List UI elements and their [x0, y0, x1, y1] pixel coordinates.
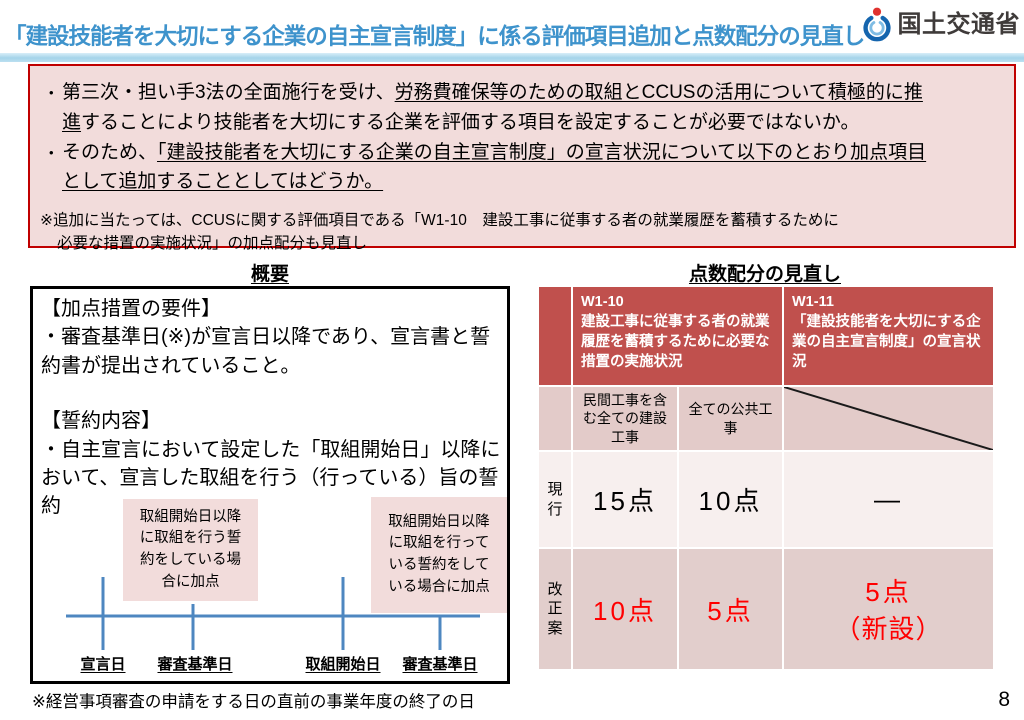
intro-bullet-1-underlined: 労務費確保等のための取組とCCUSの活用について積極的に推進 [62, 82, 923, 133]
current-public-score: 10点 [677, 450, 784, 549]
revised-private-score: 10点 [571, 547, 679, 671]
page-title: 「建設技能者を大切にする企業の自主宣言制度」に係る評価項目追加と点数配分の見直し [4, 24, 865, 49]
revised-w1-11-score: 5点 （新設） [782, 547, 995, 671]
row-label-revised-text: 改正案 [547, 580, 563, 637]
timeline-callout-left: 取組開始日以降に取組を行う誓約をしている場合に加点 [123, 499, 258, 601]
current-w1-11-score: ― [782, 450, 995, 549]
intro-note-line1: ※追加に当たっては、CCUSに関する評価項目である「W1-10 建設工事に従事す… [40, 212, 839, 230]
subheader-na-cell [782, 385, 995, 452]
subheader-corner-cell [537, 385, 573, 452]
row-label-current-text: 現行 [547, 481, 563, 518]
intro-bullet-1-text: 第三次・担い手3法の全面施行を受け、 [62, 82, 395, 103]
table-row-current: 現行 15点 10点 ― [537, 450, 995, 549]
intro-bullet-2-text: そのため、 [62, 141, 158, 163]
requirements-title: 【加点措置の要件】 [41, 298, 221, 320]
row-label-revised: 改正案 [537, 547, 573, 671]
intro-bullet-2-underlined: 「建設技能者を大切にする企業の自主宣言制度」の宣言状況について以下のとおり加点項… [62, 141, 927, 193]
timeline-label-review-base-date-2: 審査基準日 [402, 656, 478, 673]
header-w1-11-cell: W1-11 「建設技能者を大切にする企業の自主宣言制度」の宣言状況 [782, 285, 995, 387]
w1-11-desc: 「建設技能者を大切にする企業の自主宣言制度」の宣言状況 [792, 314, 981, 370]
requirements-body: ・審査基準日(※)が宣言日以降であり、宣言書と誓約書が提出されていること。 [41, 326, 491, 377]
intro-summary-box: • 第三次・担い手3法の全面施行を受け、労務費確保等のための取組とCCUSの活用… [28, 64, 1016, 252]
bullet-dot-icon: • [49, 144, 54, 160]
revised-w1-11-points: 5点 [865, 577, 912, 607]
title-underline-band [0, 53, 1024, 62]
pledge-body: ・自主宣言において設定した「取組開始日」以降において、宣言した取組を行う（行って… [41, 438, 501, 518]
intro-bullet-1: • 第三次・担い手3法の全面施行を受け、労務費確保等のための取組とCCUSの活用… [40, 78, 994, 138]
agency-name: 国土交通省 [897, 11, 1020, 38]
mlit-logo: 国土交通省 [858, 5, 1021, 45]
score-table: W1-10 建設工事に従事する者の就業履歴を蓄積するために必要な措置の実施状況 … [537, 285, 995, 671]
header-w1-10-cell: W1-10 建設工事に従事する者の就業履歴を蓄積するために必要な措置の実施状況 [571, 285, 784, 387]
diagonal-line [784, 387, 993, 450]
timeline-label-initiative-start: 取組開始日 [305, 656, 381, 673]
intro-note: ※追加に当たっては、CCUSに関する評価項目である「W1-10 建設工事に従事す… [40, 210, 994, 255]
header-corner-cell [537, 285, 573, 387]
bullet-dot-icon: • [49, 85, 54, 100]
page-number: 8 [998, 688, 1010, 711]
subheader-public-works: 全ての公共工事 [677, 385, 784, 452]
revised-w1-11-new-label: （新設） [834, 614, 943, 644]
subheader-private-works: 民間工事を含む全ての建設工事 [571, 385, 679, 452]
table-header-row: W1-10 建設工事に従事する者の就業履歴を蓄積するために必要な措置の実施状況 … [537, 285, 995, 387]
table-subheader-row: 民間工事を含む全ての建設工事 全ての公共工事 [537, 385, 995, 452]
w1-10-code: W1-10 [581, 294, 624, 310]
timeline-callout-right: 取組開始日以降に取組を行っている誓約をしている場合に加点 [371, 497, 507, 613]
intro-bullet-1-tail: することにより技能者を大切にする企業を評価する項目を設定することが必要ではないか… [81, 111, 860, 133]
overview-heading: 概要 [250, 264, 289, 285]
table-row-revised: 改正案 10点 5点 5点 （新設） [537, 547, 995, 671]
timeline-callout-left-text: 取組開始日以降に取組を行う誓約をしている場合に加点 [139, 508, 242, 590]
overview-footnote: ※経営事項審査の申請をする日の直前の事業年度の終了の日 [32, 693, 475, 711]
revised-public-score: 5点 [677, 547, 784, 671]
timeline-callout-right-text: 取組開始日以降に取組を行っている誓約をしている場合に加点 [388, 513, 490, 595]
intro-bullet-2: • そのため、「建設技能者を大切にする企業の自主宣言制度」の宣言状況について以下… [40, 138, 994, 198]
w1-11-code: W1-11 [792, 294, 834, 310]
overview-box: 【加点措置の要件】 ・審査基準日(※)が宣言日以降であり、宣言書と誓約書が提出さ… [30, 286, 510, 684]
score-table-heading: 点数配分の見直し [688, 264, 841, 285]
mlit-logo-icon [858, 5, 896, 45]
pledge-title: 【誓約内容】 [41, 410, 161, 433]
current-private-score: 15点 [571, 450, 679, 549]
timeline-label-review-base-date-1: 審査基準日 [157, 656, 233, 673]
row-label-current: 現行 [537, 450, 573, 549]
w1-10-desc: 建設工事に従事する者の就業履歴を蓄積するために必要な措置の実施状況 [581, 314, 770, 370]
timeline-label-declaration-date: 宣言日 [80, 656, 126, 673]
intro-note-line2: 必要な措置の実施状況」の加点配分も見直し [57, 234, 368, 252]
